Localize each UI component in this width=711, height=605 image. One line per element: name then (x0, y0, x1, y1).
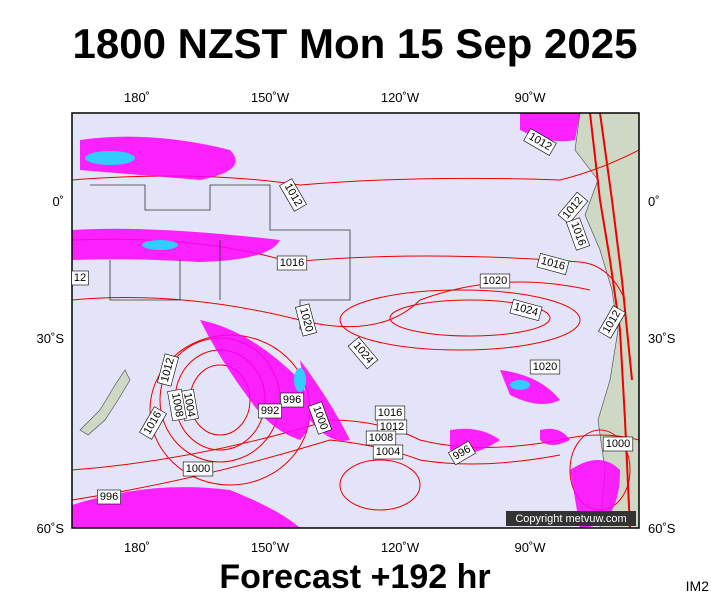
isobar-label: 1020 (479, 273, 511, 289)
isobar-label: 1016 (276, 255, 308, 271)
image-code: IM2 (686, 578, 710, 594)
lon-label: 150˚W (251, 540, 290, 555)
lat-label: 0˚ (52, 194, 64, 209)
isobar-value: 1016 (378, 407, 402, 419)
isobar-box (139, 406, 167, 440)
lon-label: 120˚W (381, 540, 420, 555)
isobar-box (598, 305, 626, 339)
isobar-value: 1020 (533, 361, 557, 373)
land (79, 369, 131, 436)
isobar-label: 996 (97, 489, 121, 505)
lon-label: 90˚W (514, 540, 546, 555)
isobar-box (347, 336, 379, 370)
isobar-label: 1020 (295, 303, 317, 337)
copyright-box (506, 511, 636, 526)
isobar-box (565, 217, 591, 251)
lat-label: 30˚S (37, 331, 65, 346)
isobar-box (157, 353, 179, 387)
lon-label: 150˚W (251, 90, 290, 105)
map-area (72, 113, 639, 528)
isobar-box (97, 489, 121, 505)
isobar-label: 1000 (602, 436, 634, 452)
isobar-label: 1024 (509, 299, 543, 321)
isobar-value: 992 (261, 405, 279, 417)
lon-label: 180˚ (124, 540, 150, 555)
isobar-box (279, 178, 307, 212)
isobar-value: 1004 (376, 446, 400, 458)
isobar-box (523, 128, 557, 156)
isobar-box (276, 255, 308, 271)
isobar-value: 1020 (483, 275, 507, 287)
isobar-label: 996 (280, 392, 304, 408)
isobar-box (295, 303, 317, 337)
isobar-label: 992 (258, 403, 282, 419)
isobar-label: 1016 (565, 217, 591, 251)
isobar-label: 1004 (372, 444, 404, 460)
isobar-label: 1020 (529, 359, 561, 375)
isobar-label: 1012 (157, 353, 179, 387)
isobar-box (448, 440, 476, 466)
isobar-label: 1016 (374, 405, 406, 421)
isobar-value: 1000 (186, 463, 210, 475)
isobar-label: 1008 (365, 430, 397, 446)
isobar-label: 996 (448, 440, 476, 466)
isobar-label: 1016 (536, 253, 570, 275)
isobar-label: 12 (71, 270, 89, 286)
boundaries (90, 184, 351, 330)
isobar-value: 1008 (369, 432, 393, 444)
isobar-box (71, 270, 89, 286)
isobar-box (182, 461, 214, 477)
lat-label: 0˚ (648, 194, 660, 209)
title: 1800 NZST Mon 15 Sep 2025 (73, 20, 638, 67)
isobar-box (167, 388, 187, 422)
forecast: Forecast +192 hr (219, 558, 490, 596)
lat-label: 30˚S (648, 331, 676, 346)
isobar-label: 1008 (167, 388, 187, 422)
isobar-box (509, 299, 543, 321)
isobar-value: 1008 (169, 392, 185, 418)
isobar-label: 1000 (182, 461, 214, 477)
heavy-precipitation (85, 151, 530, 392)
isobar-label: 1000 (307, 401, 333, 435)
isobar-value: 1000 (606, 438, 630, 450)
isobar-value: 1016 (280, 257, 304, 269)
isobar-box (602, 436, 634, 452)
copyright: Copyright metvuw.com (515, 513, 626, 525)
isobar-box (536, 253, 570, 275)
lon-label: 120˚W (381, 90, 420, 105)
isobar-box (258, 403, 282, 419)
lon-label: 90˚W (514, 90, 546, 105)
isobar-box (529, 359, 561, 375)
lat-label: 60˚S (37, 521, 65, 536)
isobar-box (372, 444, 404, 460)
isobar-value: 1012 (380, 421, 404, 433)
land (574, 113, 639, 528)
isobar-value: 996 (283, 394, 301, 406)
isobar-box (479, 273, 511, 289)
isobar-box (557, 191, 589, 225)
isobar-box (307, 401, 333, 435)
lat-label: 60˚S (648, 521, 676, 536)
isobar-value: 12 (74, 272, 86, 284)
lon-label: 180˚ (124, 90, 150, 105)
isobar-box (280, 392, 304, 408)
map-frame (71, 112, 640, 529)
isobar-value: 996 (100, 491, 118, 503)
